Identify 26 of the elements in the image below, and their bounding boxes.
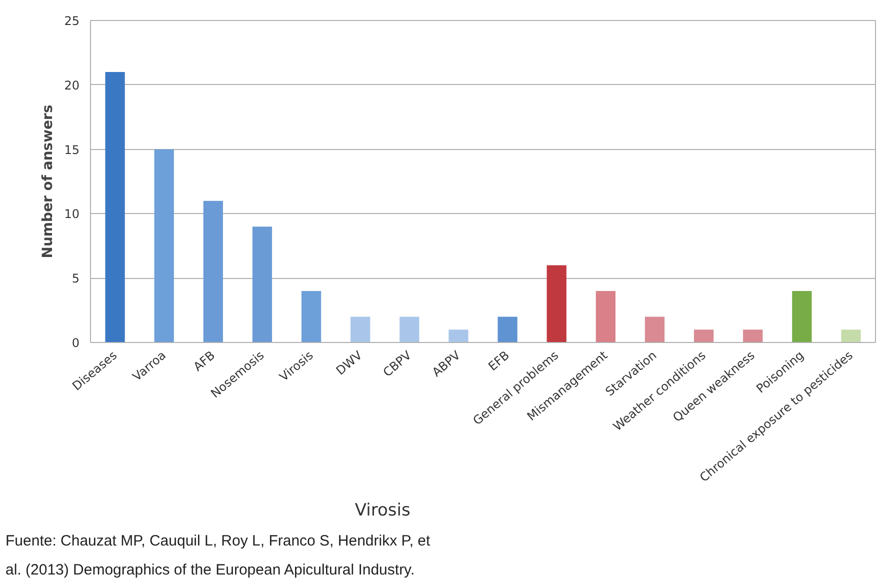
- bar: [400, 316, 420, 342]
- x-tick-label: EFB: [486, 348, 512, 374]
- bar: [301, 290, 322, 342]
- bar: [694, 330, 714, 342]
- text: Virosis: [354, 500, 410, 520]
- y-axis-title: Number of answers: [40, 104, 56, 258]
- y-tick-label: 20: [64, 78, 80, 92]
- bar: [105, 72, 125, 342]
- bar: [546, 265, 566, 342]
- bar: [792, 290, 812, 342]
- bar: [743, 330, 763, 342]
- y-tick-label: 15: [64, 142, 80, 157]
- bar: [203, 200, 223, 342]
- y-tick-label: 25: [64, 14, 80, 28]
- bar: [644, 316, 665, 342]
- bar: [448, 330, 468, 342]
- bar: [596, 290, 616, 342]
- bar: [841, 330, 861, 342]
- bar: [350, 316, 370, 342]
- source-note: Fuente: Chauzat MP, Cauquil L, Roy L, Franco S, Hendrikx P, et al. (2013) Demographics of the European Apicultural Industry.: [6, 532, 431, 578]
- y-tick-label: 10: [64, 207, 80, 222]
- bar: [498, 316, 518, 342]
- bar: [154, 149, 174, 342]
- bar: [252, 226, 272, 342]
- y-tick-label: 0: [72, 336, 80, 350]
- y-tick-label: 5: [72, 272, 80, 286]
